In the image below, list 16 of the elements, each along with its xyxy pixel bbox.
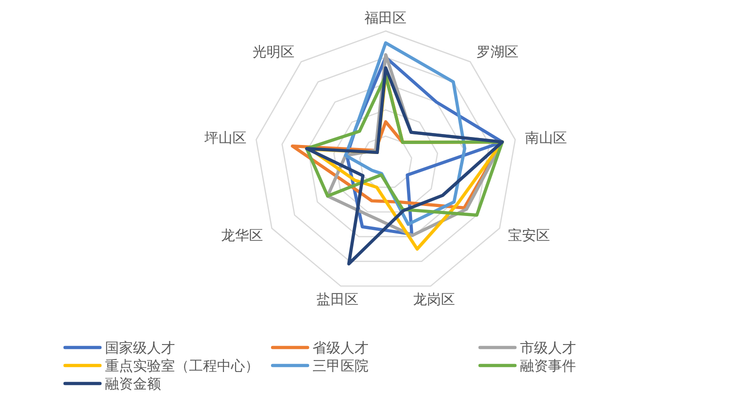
spoke-label: 宝安区 — [508, 227, 550, 243]
legend-label: 市级人才 — [520, 340, 576, 356]
spoke-label: 盐田区 — [316, 290, 358, 307]
legend-label: 国家级人才 — [105, 340, 175, 356]
legend-label: 省级人才 — [312, 340, 369, 356]
legend-label: 重点实验室（工程中心） — [105, 358, 259, 374]
spoke-label: 坪山区 — [203, 129, 246, 146]
spoke-label: 福田区 — [364, 10, 407, 26]
spoke-label: 光明区 — [252, 43, 295, 60]
spoke-label: 龙华区 — [221, 227, 264, 243]
spoke-label: 龙岗区 — [413, 290, 456, 307]
legend-label: 三甲医院 — [312, 358, 369, 374]
spoke-label: 南山区 — [525, 129, 568, 146]
legend-label: 融资金额 — [105, 376, 161, 392]
spoke-label: 罗湖区 — [476, 43, 519, 60]
legend-label: 融资事件 — [520, 358, 576, 374]
